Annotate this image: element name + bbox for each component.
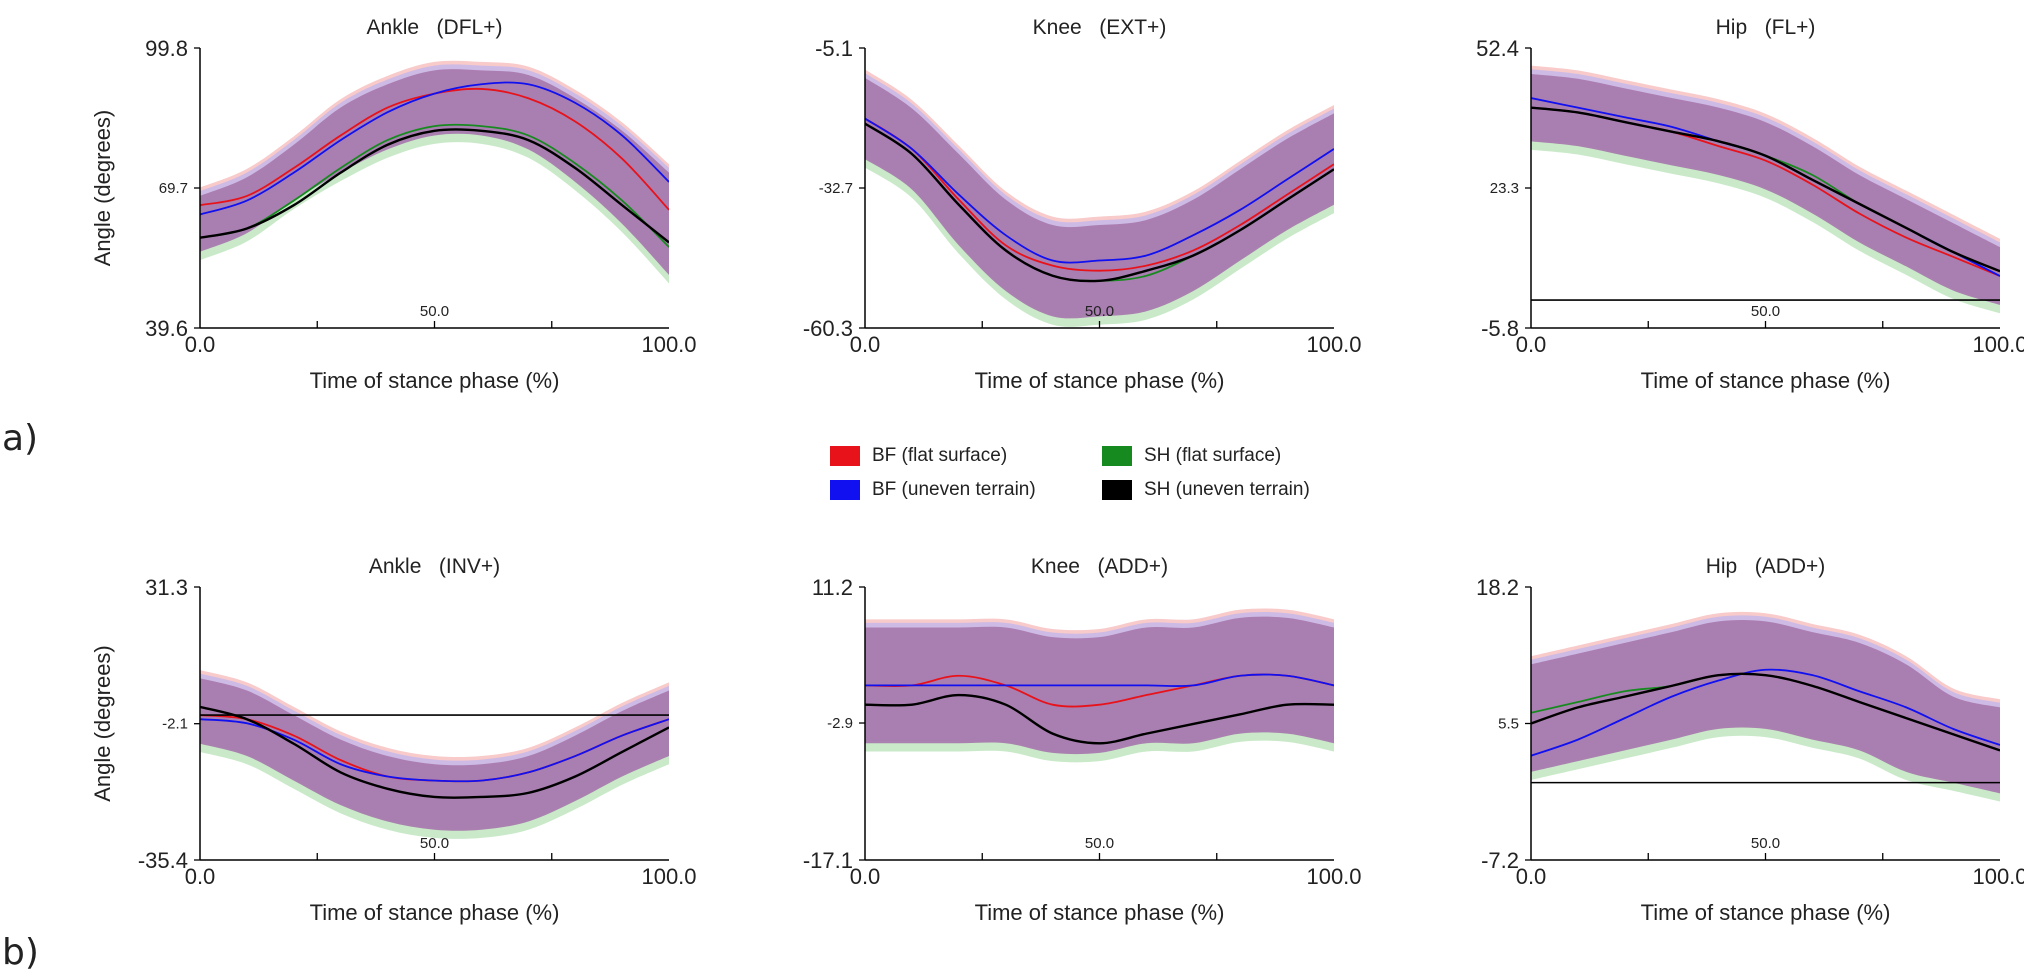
y-tick-label: -5.1 [815,36,853,61]
legend-item-bf-flat: BF (flat surface) [830,445,1007,467]
x-tick-label: 100.0 [1972,864,2024,889]
legend: BF (flat surface) SH (flat surface) BF (… [830,445,1370,517]
legend-swatch-sh-uneven [1102,480,1132,500]
x-axis-label: Time of stance phase (%) [975,368,1225,393]
sd-band-overlap [200,678,669,831]
y-axis-label: Angle (degrees) [90,110,115,267]
plot-area [865,608,1334,763]
x-tick-label: 0.0 [850,864,881,889]
x-tick-label: 100.0 [1306,864,1361,889]
chart-5: -17.1 -2.9 11.2 0.0 50.0 100.0 Knee (ADD+) Time… [803,555,1362,925]
series-line-bf-uneven [1531,668,2000,757]
plot-area [1531,611,2000,802]
x-tick-label: 0.0 [850,332,881,357]
plot-area [200,60,669,284]
x-tick-label: 0.0 [1516,332,1547,357]
legend-item-sh-flat: SH (flat surface) [1102,445,1281,467]
x-tick-label: 100.0 [641,864,696,889]
series-line-sh-uneven [865,122,1334,283]
x-tick-label: 50.0 [420,835,449,852]
x-tick-label: 50.0 [1751,835,1780,852]
x-tick-label: 100.0 [641,332,696,357]
y-tick-label: 23.3 [1490,180,1519,197]
x-tick-label: 100.0 [1972,332,2024,357]
x-axis-label: Time of stance phase (%) [1641,368,1891,393]
x-tick-label: 0.0 [185,332,216,357]
chart-title: Hip (FL+) [1716,16,1816,39]
chart-title: Knee (ADD+) [1031,555,1168,578]
x-axis-label: Time of stance phase (%) [310,368,560,393]
x-axis-label: Time of stance phase (%) [1641,900,1891,925]
x-tick-label: 50.0 [1085,835,1114,852]
y-tick-label: 18.2 [1476,575,1519,600]
y-tick-label: -32.7 [819,180,853,197]
sd-band-overlap [865,77,1334,319]
chart-1: 39.6 69.7 99.8 0.0 50.0 100.0 Ankle (DFL+) Time… [90,16,697,393]
chart-title: Ankle (DFL+) [367,16,503,39]
y-tick-label: -17.1 [803,848,853,873]
y-tick-label: -7.2 [1481,848,1519,873]
chart-3: -5.8 23.3 52.4 0.0 50.0 100.0 Hip (FL+) Time of… [1476,16,2024,393]
legend-swatch-bf-uneven [830,480,860,500]
legend-swatch-sh-flat [1102,446,1132,466]
x-tick-label: 50.0 [420,303,449,320]
plot-area [1531,65,2000,314]
panel-label-a: a) [2,418,39,459]
legend-label-bf-uneven: BF (uneven terrain) [872,479,1036,500]
chart-4: -35.4 -2.1 31.3 0.0 50.0 100.0 Ankle (INV+) Tim… [90,555,697,925]
x-tick-label: 50.0 [1085,303,1114,320]
series-line-bf-uneven [865,117,1334,264]
series-line-sh-uneven [1531,672,2000,752]
legend-label-bf-flat: BF (flat surface) [872,445,1008,466]
sd-band-overlap [200,69,669,275]
series-line-sh-uneven [200,705,669,799]
x-tick-label: 50.0 [1751,303,1780,320]
chart-title: Ankle (INV+) [369,555,500,578]
plot-area [865,69,1334,327]
chart-title: Knee (EXT+) [1033,16,1167,39]
x-tick-label: 0.0 [185,864,216,889]
legend-item-bf-uneven: BF (uneven terrain) [830,479,1036,501]
y-tick-label: 52.4 [1476,36,1519,61]
y-tick-label: -60.3 [803,316,853,341]
y-tick-label: 99.8 [145,36,188,61]
plot-area [200,670,669,839]
sd-band-overlap [1531,620,2000,794]
chart-6: -7.2 5.5 18.2 0.0 50.0 100.0 Hip (ADD+) Time of… [1476,555,2024,925]
legend-label-sh-flat: SH (flat surface) [1144,445,1282,466]
panel-label-b: b) [2,932,39,973]
legend-swatch-bf-flat [830,446,860,466]
legend-item-sh-uneven: SH (uneven terrain) [1102,479,1310,501]
y-tick-label: -5.8 [1481,316,1519,341]
y-tick-label: -2.9 [827,715,853,732]
y-tick-label: 11.2 [812,575,853,600]
x-tick-label: 100.0 [1306,332,1361,357]
series-line-bf-uneven [200,718,669,783]
series-line-sh-uneven [1531,106,2000,273]
series-line-bf-uneven [200,81,669,216]
series-line-sh-flat [200,123,669,248]
y-tick-label: 5.5 [1498,716,1519,733]
series-line-bf-uneven [865,673,1334,688]
legend-label-sh-uneven: SH (uneven terrain) [1144,479,1310,500]
chart-2: -60.3 -32.7 -5.1 0.0 50.0 100.0 Knee (EXT+) Tim… [803,16,1362,393]
series-line-bf-flat [865,117,1334,272]
series-line-sh-uneven [865,693,1334,745]
series-line-sh-uneven [200,128,669,244]
x-axis-label: Time of stance phase (%) [310,900,560,925]
x-tick-label: 0.0 [1516,864,1547,889]
y-tick-label: -35.4 [138,848,188,873]
y-tick-label: 69.7 [159,180,188,197]
y-axis-label: Angle (degrees) [90,645,115,802]
x-axis-label: Time of stance phase (%) [975,900,1225,925]
y-tick-label: 39.6 [145,316,188,341]
chart-title: Hip (ADD+) [1706,555,1826,578]
y-tick-label: 31.3 [145,575,188,600]
y-tick-label: -2.1 [162,716,188,733]
sd-band-overlap [1531,73,2000,305]
